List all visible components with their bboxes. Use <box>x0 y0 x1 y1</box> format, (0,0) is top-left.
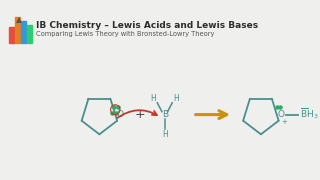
Bar <box>27 25 32 43</box>
Bar <box>15 17 20 43</box>
Text: O: O <box>116 110 124 119</box>
Text: H: H <box>173 94 179 103</box>
Text: H: H <box>162 130 168 139</box>
Bar <box>21 21 26 43</box>
Text: $\mathregular{\overline{B}}$H$_3$: $\mathregular{\overline{B}}$H$_3$ <box>300 106 319 121</box>
Text: H: H <box>151 94 156 103</box>
Text: IB Chemistry – Lewis Acids and Lewis Bases: IB Chemistry – Lewis Acids and Lewis Bas… <box>36 21 258 30</box>
Text: ▲: ▲ <box>16 15 22 24</box>
Text: B: B <box>162 110 168 119</box>
Text: +: + <box>281 120 287 125</box>
Text: O: O <box>278 110 285 119</box>
Bar <box>9 27 13 43</box>
Text: +: + <box>134 108 145 121</box>
Text: Comparing Lewis Theory with Bronsted-Lowry Theory: Comparing Lewis Theory with Bronsted-Low… <box>36 31 214 37</box>
